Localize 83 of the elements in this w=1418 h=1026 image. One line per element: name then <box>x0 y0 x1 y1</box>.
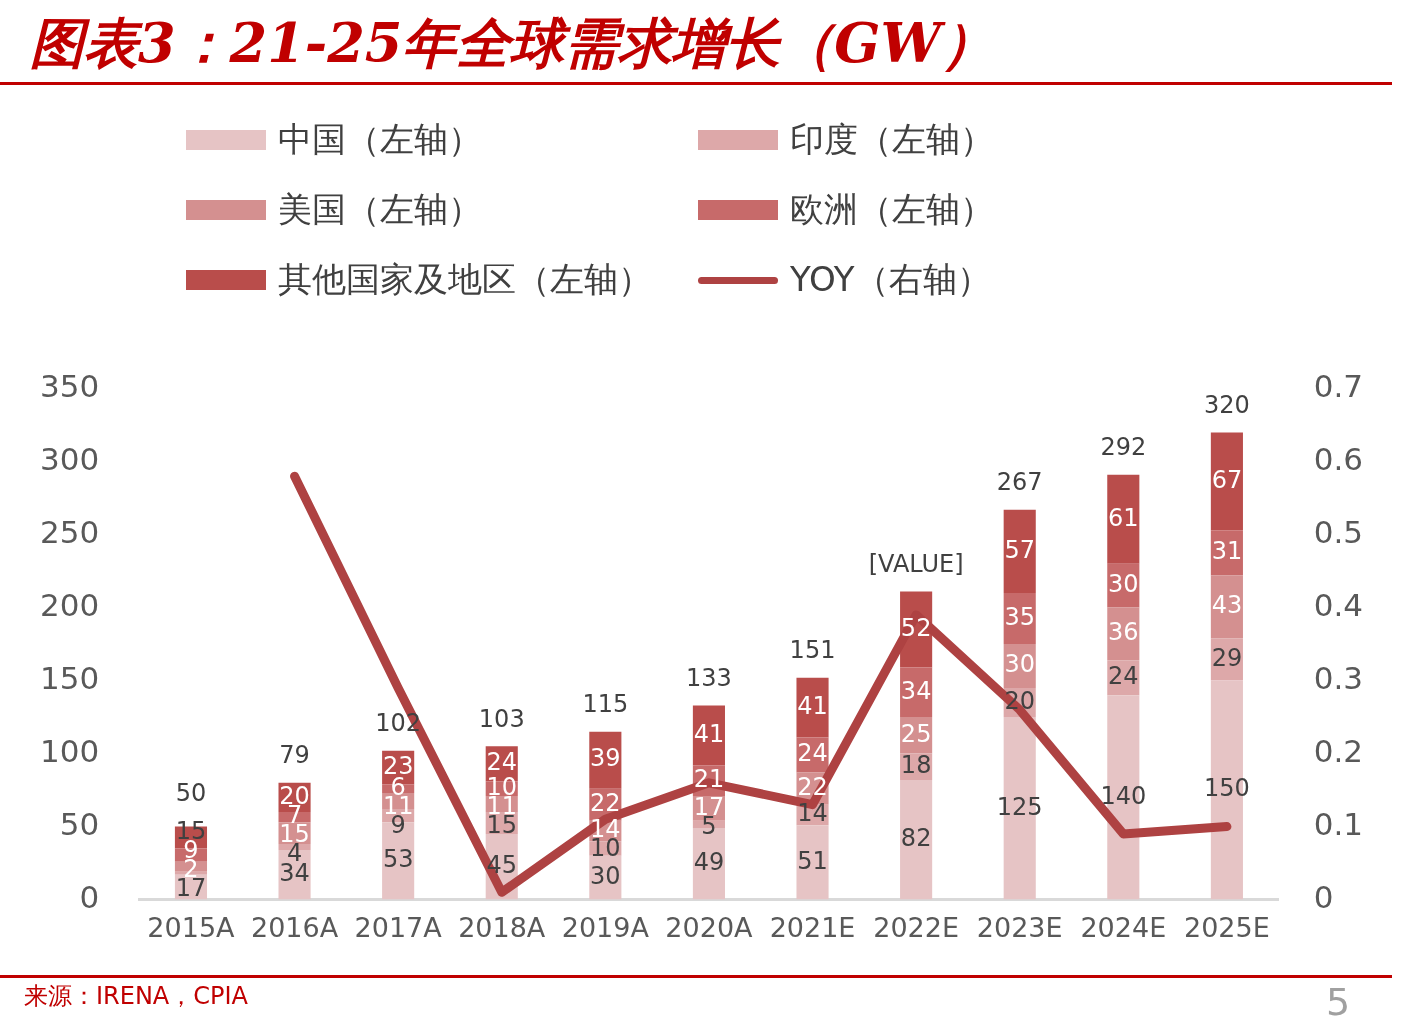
x-tick-label: 2018A <box>458 911 546 943</box>
data-label: 24 <box>486 748 518 777</box>
data-label: 61 <box>1108 503 1139 532</box>
legend-label: 美国（左轴） <box>278 188 482 231</box>
data-label: 57 <box>1004 535 1035 564</box>
data-label: 41 <box>693 719 725 748</box>
legend-label: YOY（右轴） <box>790 258 991 301</box>
x-tick-label: 2017A <box>354 911 443 943</box>
total-label: 79 <box>279 741 310 770</box>
y-tick-label: 50 <box>59 805 100 842</box>
data-label: 30 <box>1004 650 1035 679</box>
data-label: 21 <box>693 764 725 793</box>
y-tick-label: 200 <box>40 586 100 623</box>
y2-tick-label: 0.1 <box>1313 805 1364 842</box>
legend-label: 中国（左轴） <box>278 118 482 161</box>
source-note: 来源：IRENA，CPIA <box>24 981 249 1012</box>
y2-tick-label: 0 <box>1313 878 1334 915</box>
x-tick-label: 2019A <box>561 911 650 943</box>
total-label: 267 <box>996 468 1043 497</box>
x-tick-label: 2024E <box>1080 911 1167 943</box>
bar <box>900 779 933 900</box>
y2-tick-label: 0.2 <box>1313 732 1364 769</box>
data-label: 34 <box>900 676 932 705</box>
data-label: 36 <box>1108 618 1139 647</box>
x-tick-label: 2016A <box>250 911 339 943</box>
bar <box>1210 432 1243 531</box>
x-tick-label: 2015A <box>147 911 236 943</box>
total-label: 103 <box>478 704 525 733</box>
bar <box>796 677 829 738</box>
x-tick-label: 2025E <box>1184 911 1270 943</box>
data-label: 125 <box>996 792 1043 821</box>
data-label: 150 <box>1204 774 1250 803</box>
data-label: 52 <box>900 613 932 642</box>
data-label: 41 <box>797 691 828 720</box>
data-label: 29 <box>1211 643 1243 672</box>
x-tick-label: 2022E <box>873 911 960 943</box>
x-tick-label: 2020A <box>665 911 754 943</box>
data-label: 18 <box>900 750 932 779</box>
y2-tick-label: 0.7 <box>1313 367 1364 404</box>
data-label: 39 <box>590 744 621 773</box>
data-label: 24 <box>797 739 828 768</box>
total-label: 133 <box>686 663 732 692</box>
y2-tick-label: 0.6 <box>1313 440 1364 477</box>
data-label: 22 <box>590 788 621 817</box>
y2-tick-label: 0.4 <box>1313 586 1364 623</box>
total-label: 151 <box>789 635 836 664</box>
x-tick-label: 2021E <box>769 911 856 943</box>
legend-label: 印度（左轴） <box>790 118 994 161</box>
data-label: 30 <box>1108 569 1139 598</box>
data-label: 49 <box>693 848 725 877</box>
total-label: 320 <box>1204 390 1250 419</box>
total-label: 292 <box>1100 432 1147 461</box>
data-label: 67 <box>1211 465 1243 494</box>
data-label: 14 <box>797 799 828 828</box>
y-tick-label: 300 <box>40 440 100 477</box>
y-tick-label: 350 <box>40 367 100 404</box>
text: 5 <box>1326 980 1351 1024</box>
total-label: 115 <box>582 689 629 718</box>
data-label: 25 <box>900 719 932 748</box>
bar <box>1107 474 1140 564</box>
data-label: 140 <box>1100 781 1147 810</box>
y-tick-label: 0 <box>79 878 100 915</box>
bar <box>796 825 829 900</box>
data-label: 24 <box>1108 661 1139 690</box>
data-label: 43 <box>1211 591 1243 620</box>
data-label: 30 <box>590 861 621 890</box>
data-label: 31 <box>1211 537 1243 566</box>
data-label: 53 <box>382 845 414 874</box>
data-label: 51 <box>797 846 828 875</box>
y-tick-label: 250 <box>40 513 100 550</box>
legend-label: 其他国家及地区（左轴） <box>278 258 652 301</box>
chart-title: 图表3：21-25年全球需求增长（GW） <box>30 10 996 77</box>
y2-tick-label: 0.3 <box>1313 659 1364 696</box>
y-tick-label: 100 <box>40 732 100 769</box>
bar <box>1003 509 1036 593</box>
data-label: 82 <box>900 823 932 852</box>
data-label: 35 <box>1004 602 1035 631</box>
y2-tick-label: 0.5 <box>1313 513 1364 550</box>
x-tick-label: 2023E <box>976 911 1063 943</box>
y-tick-label: 150 <box>40 659 100 696</box>
legend-label: 欧洲（左轴） <box>790 188 994 231</box>
total-label: 50 <box>175 778 207 807</box>
total-label: [VALUE] <box>868 549 964 578</box>
